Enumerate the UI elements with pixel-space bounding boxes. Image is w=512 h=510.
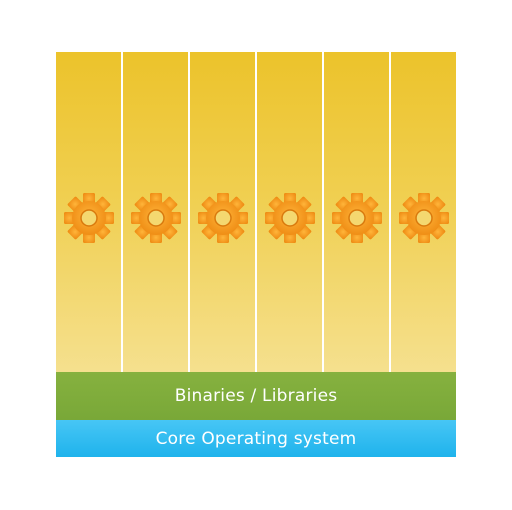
gear-icon (196, 192, 249, 244)
core-os-layer: Core Operating system (56, 420, 456, 457)
app-columns (56, 52, 456, 372)
binaries-libraries-label: Binaries / Libraries (174, 386, 338, 406)
gear-icon (263, 192, 316, 244)
binaries-libraries-layer: Binaries / Libraries (56, 372, 456, 420)
app-column-4 (257, 52, 324, 372)
container-architecture-diagram: Binaries / Libraries Core Operating syst… (56, 52, 456, 457)
app-column-6 (391, 52, 456, 372)
app-column-5 (324, 52, 391, 372)
app-column-1 (56, 52, 123, 372)
app-column-2 (123, 52, 190, 372)
gear-icon (129, 192, 182, 244)
gear-icon (62, 192, 115, 244)
core-os-label: Core Operating system (155, 428, 357, 449)
gear-icon (330, 192, 383, 244)
app-column-3 (190, 52, 257, 372)
gear-icon (397, 192, 450, 244)
